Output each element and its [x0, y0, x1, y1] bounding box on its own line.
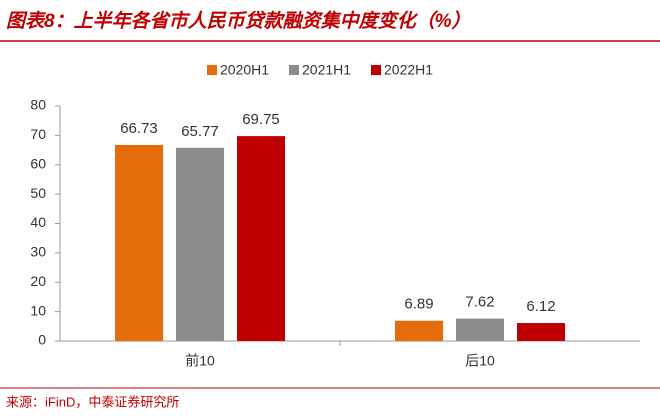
legend-swatch [207, 65, 217, 75]
y-tick-label: 70 [30, 126, 46, 142]
legend-label: 2021H1 [302, 62, 351, 78]
value-label: 69.75 [242, 111, 280, 128]
y-tick-label: 0 [38, 332, 46, 348]
legend-label: 2020H1 [220, 62, 269, 78]
y-tick-label: 30 [30, 244, 46, 260]
value-label: 6.12 [526, 298, 555, 315]
legend-swatch [371, 65, 381, 75]
y-tick-label: 40 [30, 214, 46, 230]
legend-label: 2022H1 [384, 62, 433, 78]
legend-swatch [289, 65, 299, 75]
value-label: 6.89 [404, 296, 433, 313]
chart-title: 图表8：上半年各省市人民币贷款融资集中度变化（%） [6, 10, 470, 32]
bar [395, 320, 443, 341]
y-tick-label: 50 [30, 185, 46, 201]
y-tick-label: 20 [30, 273, 46, 289]
bar [237, 136, 285, 341]
value-label: 7.62 [465, 294, 494, 311]
x-tick-label: 前10 [185, 353, 215, 369]
value-label: 65.77 [181, 123, 219, 140]
y-tick-label: 10 [30, 302, 46, 318]
bar [456, 318, 504, 341]
x-tick-label: 后10 [465, 353, 495, 369]
value-label: 66.73 [120, 120, 158, 137]
y-tick-label: 60 [30, 155, 46, 171]
bar [517, 323, 565, 341]
bar [176, 147, 224, 341]
bar [115, 144, 163, 341]
source: 来源：iFinD，中泰证券研究所 [6, 394, 179, 409]
y-tick-label: 80 [30, 97, 46, 113]
